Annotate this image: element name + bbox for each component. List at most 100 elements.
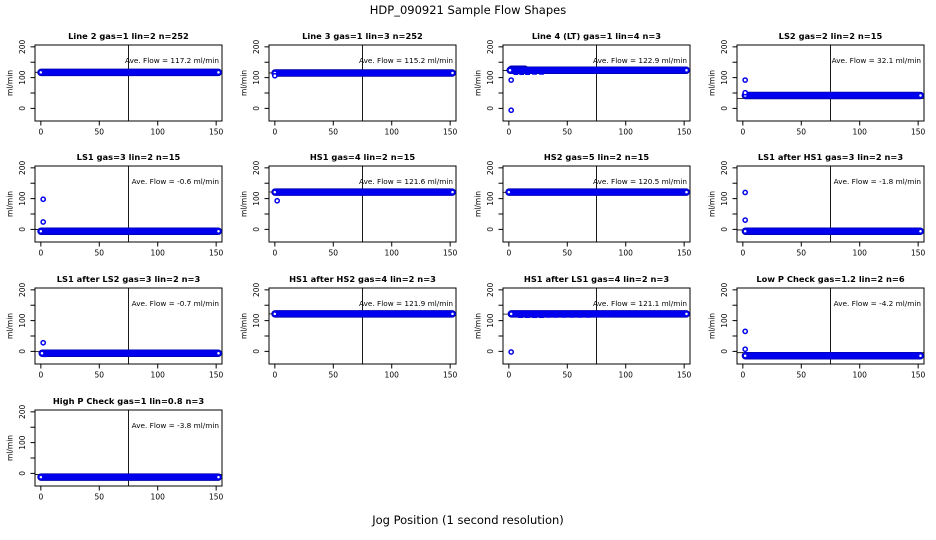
- y-tick-label: 100: [720, 313, 729, 328]
- y-tick-label: 100: [720, 70, 729, 85]
- ave-flow-label: Ave. Flow = -0.7 ml/min: [132, 299, 219, 308]
- x-tick-label: 50: [329, 249, 339, 258]
- outlier-point: [508, 107, 515, 114]
- subplot-title: High P Check gas=1 lin=0.8 n=3: [53, 396, 205, 406]
- y-tick-label: 200: [18, 160, 27, 175]
- subplot-title: Line 2 gas=1 lin=2 n=252: [68, 31, 189, 41]
- x-tick-label: 50: [563, 371, 573, 380]
- x-tick-label: 50: [95, 128, 105, 137]
- band-end-point: [506, 189, 512, 195]
- x-tick-label: 150: [677, 371, 692, 380]
- subplot-title: HS1 gas=4 lin=2 n=15: [310, 152, 416, 162]
- subplot-low-p-check-gas-1-2-lin-2-n-6: Low P Check gas=1.2 lin=2 n=6 0 100 200 ml/m…: [708, 274, 926, 380]
- y-tick-label: 0: [720, 106, 729, 111]
- y-tick-label: 200: [18, 404, 27, 419]
- scatter-dash: [585, 315, 591, 318]
- x-tick-label: 0: [272, 249, 277, 258]
- ave-flow-label: Ave. Flow = 32.1 ml/min: [832, 56, 921, 65]
- y-tick-label: 200: [18, 39, 27, 54]
- band-end-point: [742, 228, 748, 234]
- y-tick-label: 0: [18, 471, 27, 476]
- x-tick-label: 50: [797, 128, 807, 137]
- y-tick-label: 0: [486, 106, 495, 111]
- y-tick-label: 100: [252, 313, 261, 328]
- subplot-title: LS1 gas=3 lin=2 n=15: [77, 152, 181, 162]
- y-axis-title: ml/min: [708, 70, 717, 96]
- subplot-high-p-check-gas-1-lin-0-8-n-3: High P Check gas=1 lin=0.8 n=3 0 100 200 ml/…: [6, 396, 224, 502]
- x-tick-label: 100: [151, 493, 166, 502]
- subplot-ls1-after-hs1-gas-3-lin-2-n-3: LS1 after HS1 gas=3 lin=2 n=3 0 100 200 ml/m…: [708, 152, 926, 258]
- x-tick-label: 100: [151, 249, 166, 258]
- y-tick-label: 0: [720, 227, 729, 232]
- flow-band: [741, 351, 925, 360]
- y-tick-label: 100: [486, 313, 495, 328]
- subplot-title: Low P Check gas=1.2 lin=2 n=6: [756, 274, 905, 284]
- flow-band: [271, 310, 457, 318]
- y-axis-title: ml/min: [6, 70, 15, 96]
- y-axis-title: ml/min: [6, 191, 15, 217]
- band-end-point: [38, 474, 44, 480]
- y-tick-label: 0: [18, 227, 27, 232]
- band-end-point: [38, 69, 44, 75]
- scatter-dash: [519, 72, 525, 76]
- subplot-title: LS1 after HS1 gas=3 lin=2 n=3: [758, 152, 903, 162]
- y-tick-label: 100: [18, 191, 27, 206]
- y-axis-title: ml/min: [240, 191, 249, 217]
- y-tick-label: 0: [486, 349, 495, 354]
- subplot-title: Line 3 gas=1 lin=3 n=252: [302, 31, 423, 41]
- x-tick-label: 150: [209, 371, 224, 380]
- subplot-title: LS2 gas=2 lin=2 n=15: [779, 31, 883, 41]
- y-tick-label: 200: [486, 282, 495, 297]
- subplot-title: HS1 after HS2 gas=4 lin=2 n=3: [289, 274, 436, 284]
- x-tick-label: 100: [385, 128, 400, 137]
- band-end-point: [272, 189, 278, 195]
- band-end-point: [449, 311, 456, 317]
- ave-flow-label: Ave. Flow = -0.6 ml/min: [132, 177, 219, 186]
- ave-flow-label: Ave. Flow = 121.1 ml/min: [593, 299, 687, 308]
- scatter-dash: [539, 72, 544, 75]
- flow-band: [506, 66, 691, 74]
- x-tick-label: 100: [853, 371, 868, 380]
- x-tick-label: 150: [443, 128, 458, 137]
- x-tick-label: 50: [563, 249, 573, 258]
- outlier-point: [40, 219, 47, 225]
- x-tick-label: 50: [329, 128, 339, 137]
- x-tick-label: 0: [38, 128, 43, 137]
- scatter-dash: [532, 315, 537, 319]
- band-end-point: [38, 228, 44, 234]
- band-end-point: [507, 67, 513, 73]
- band-end-point: [742, 353, 748, 359]
- flow-band: [37, 473, 223, 481]
- x-tick-label: 100: [619, 128, 634, 137]
- y-axis-title: ml/min: [474, 313, 483, 339]
- x-tick-label: 0: [506, 249, 511, 258]
- x-tick-label: 0: [740, 128, 745, 137]
- x-tick-label: 100: [385, 249, 400, 258]
- flow-band: [37, 227, 223, 235]
- outlier-point: [40, 196, 47, 203]
- y-tick-label: 0: [486, 227, 495, 232]
- subplot-line-3-gas-1-lin-3-n-252: Line 3 gas=1 lin=3 n=252 0 100 200 ml/min 0 50…: [240, 31, 458, 137]
- band-end-point: [683, 311, 690, 317]
- band-end-point: [215, 69, 222, 75]
- band-end-point: [215, 350, 222, 356]
- band-end-point: [272, 311, 278, 317]
- band-end-point: [683, 67, 690, 73]
- x-tick-label: 0: [38, 493, 43, 502]
- y-tick-label: 0: [18, 349, 27, 354]
- scatter-dash: [532, 72, 537, 75]
- y-tick-label: 0: [720, 349, 729, 354]
- subplot-ls1-after-ls2-gas-3-lin-2-n-3: LS1 after LS2 gas=3 lin=2 n=3 0 100 200 ml/m…: [6, 274, 224, 380]
- subplot-title: Line 4 (LT) gas=1 lin=4 n=3: [532, 31, 661, 41]
- x-tick-label: 150: [209, 128, 224, 137]
- outlier-point: [274, 197, 281, 204]
- band-end-point: [215, 228, 222, 234]
- y-tick-label: 200: [18, 282, 27, 297]
- ave-flow-label: Ave. Flow = 121.9 ml/min: [359, 299, 453, 308]
- subplot-title: HS2 gas=5 lin=2 n=15: [544, 152, 650, 162]
- x-tick-label: 50: [563, 128, 573, 137]
- x-tick-label: 150: [443, 371, 458, 380]
- ave-flow-label: Ave. Flow = -1.8 ml/min: [834, 177, 921, 186]
- ave-flow-label: Ave. Flow = 115.2 ml/min: [359, 56, 453, 65]
